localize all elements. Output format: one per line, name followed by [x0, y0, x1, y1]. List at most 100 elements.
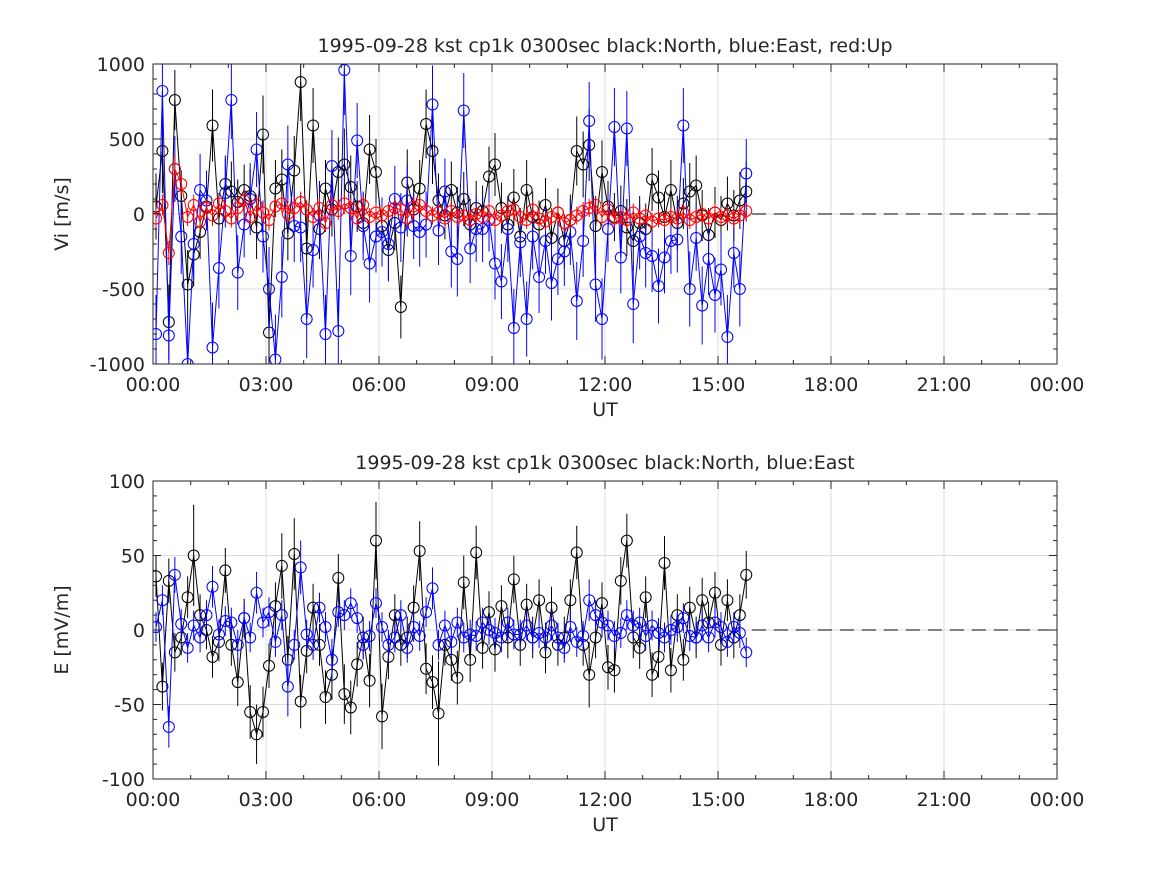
- data-point: [300, 628, 313, 641]
- data-point: [683, 601, 696, 614]
- data-point: [225, 616, 238, 629]
- data-point: [664, 184, 677, 196]
- data-point: [577, 158, 590, 171]
- data-point: [708, 586, 721, 599]
- velocity-plot: 00:00 03:00 06:00 09:00 12:00 15:00 18:00 21:00…: [51, 35, 1084, 421]
- data-point: [639, 209, 652, 222]
- y-tick-label: 1000: [97, 54, 145, 76]
- data-point: [583, 668, 596, 681]
- data-point: [369, 597, 382, 610]
- data-point: [514, 628, 527, 641]
- data-point: [595, 211, 608, 223]
- data-point: [489, 214, 502, 226]
- data-point: [677, 119, 690, 132]
- data-point: [639, 591, 652, 604]
- data-point: [646, 250, 659, 262]
- data-point: [627, 235, 640, 247]
- data-point: [438, 212, 451, 225]
- data-point: [194, 184, 207, 196]
- data-point: [294, 221, 307, 234]
- data-point: [476, 616, 489, 629]
- data-point: [627, 298, 640, 310]
- data-point: [733, 626, 746, 639]
- data-point: [740, 205, 753, 217]
- series-line: [155, 540, 747, 737]
- data-point: [690, 631, 703, 644]
- data-point: [332, 205, 345, 217]
- electric-field-plot: 00:00 03:00 06:00 09:00 12:00 15:00 18:00 21:00…: [51, 452, 1084, 836]
- data-point: [382, 205, 395, 217]
- data-point: [608, 629, 621, 642]
- series-2: [153, 155, 753, 265]
- data-point: [181, 278, 194, 291]
- data-point: [382, 238, 395, 250]
- data-point: [457, 631, 470, 644]
- data-point: [570, 145, 583, 157]
- data-point: [715, 621, 728, 634]
- data-point: [369, 534, 382, 547]
- data-point: [520, 184, 533, 196]
- data-point: [256, 705, 269, 718]
- y-tick-label: -500: [102, 279, 145, 301]
- data-point: [539, 215, 552, 228]
- data-point: [212, 262, 225, 274]
- data-point: [438, 185, 451, 198]
- data-point: [394, 221, 407, 234]
- data-point: [426, 676, 439, 689]
- data-point: [620, 214, 633, 226]
- data-point: [633, 212, 646, 225]
- data-point: [432, 206, 445, 219]
- data-point: [501, 205, 514, 217]
- data-point: [250, 728, 263, 741]
- data-point: [489, 158, 502, 171]
- data-point: [181, 591, 194, 604]
- data-point: [432, 224, 445, 237]
- data-point: [658, 214, 671, 226]
- data-point: [721, 635, 734, 648]
- data-point: [740, 167, 753, 180]
- data-point: [677, 612, 690, 625]
- data-point: [294, 196, 307, 208]
- data-point: [620, 609, 633, 622]
- data-point: [708, 206, 721, 219]
- data-point: [627, 206, 640, 219]
- data-point: [244, 705, 257, 718]
- data-point: [313, 601, 326, 614]
- data-point: [313, 638, 326, 651]
- data-point: [294, 695, 307, 708]
- data-point: [300, 242, 313, 255]
- series-1: [153, 540, 753, 748]
- data-point: [338, 197, 351, 210]
- data-point: [225, 94, 238, 106]
- data-point: [652, 280, 665, 292]
- data-point: [514, 236, 527, 249]
- data-point: [156, 199, 169, 211]
- data-point: [451, 253, 464, 265]
- data-point: [646, 173, 659, 186]
- data-point: [633, 641, 646, 654]
- data-point: [470, 208, 483, 220]
- data-point: [589, 199, 602, 211]
- data-point: [369, 166, 382, 178]
- data-point: [464, 214, 477, 226]
- data-point: [269, 182, 282, 195]
- chart-title: 1995-09-28 kst cp1k 0300sec black:North,…: [355, 452, 854, 474]
- data-point: [664, 664, 677, 677]
- data-point: [595, 616, 608, 629]
- data-point: [388, 631, 401, 644]
- data-point: [533, 594, 546, 607]
- data-point: [413, 182, 426, 195]
- data-point: [426, 209, 439, 222]
- y-axis-label: Vi [m/s]: [51, 177, 73, 251]
- data-point: [156, 85, 169, 97]
- data-point: [200, 202, 213, 214]
- data-point: [275, 271, 288, 283]
- data-point: [583, 115, 596, 127]
- data-point: [426, 145, 439, 157]
- data-point: [489, 626, 502, 639]
- data-point: [153, 328, 163, 340]
- data-point: [470, 629, 483, 642]
- data-point: [639, 629, 652, 642]
- x-tick-label: 06:00: [352, 789, 407, 811]
- data-point: [520, 214, 533, 226]
